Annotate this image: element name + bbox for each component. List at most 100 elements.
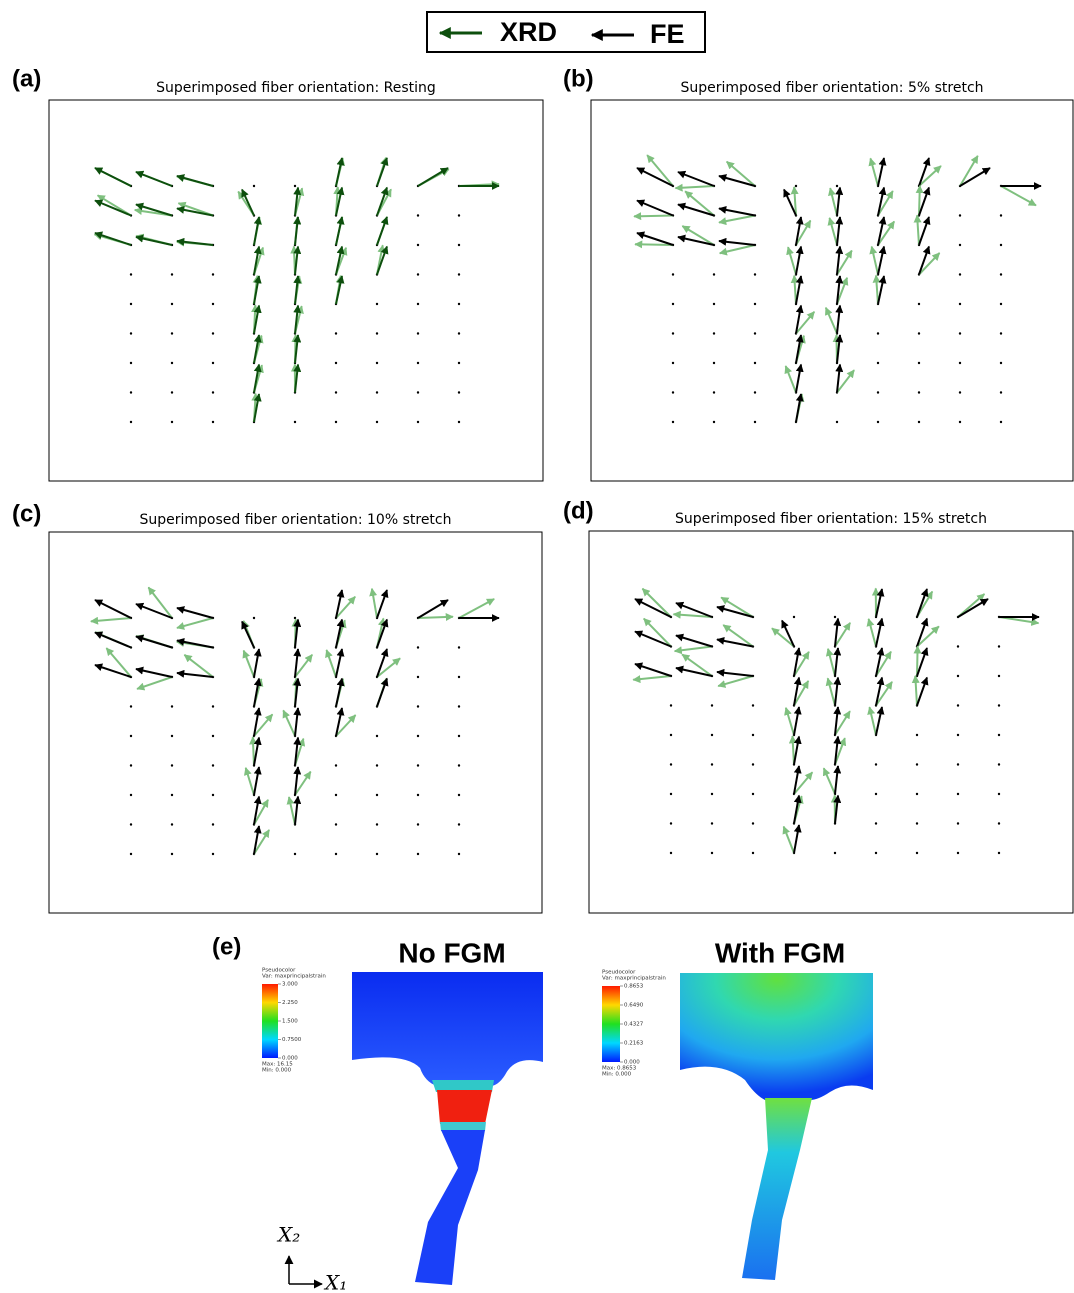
grid-dot bbox=[957, 675, 959, 677]
grid-dot bbox=[1000, 391, 1002, 393]
fe-arrow bbox=[876, 619, 882, 647]
fe-arrow bbox=[835, 678, 838, 706]
xrd-arrow-light bbox=[1001, 186, 1036, 205]
grid-dot bbox=[672, 273, 674, 275]
panel-title: Superimposed fiber orientation: 15% stre… bbox=[675, 511, 987, 527]
fe-arrow bbox=[635, 664, 671, 676]
axes-triad: X₂ X₁ bbox=[276, 1223, 347, 1293]
colorbar-bar bbox=[262, 984, 278, 1058]
xrd-arrow bbox=[95, 201, 131, 216]
colorbar-min: Min: 0.000 bbox=[602, 1072, 632, 1078]
fe-arrow bbox=[837, 217, 840, 245]
colorbar-tick-label: 0.6490 bbox=[624, 1003, 644, 1009]
grid-dot bbox=[834, 852, 836, 854]
grid-dot bbox=[754, 362, 756, 364]
grid-dot bbox=[294, 853, 296, 855]
grid-dot bbox=[376, 391, 378, 393]
grid-dot bbox=[417, 273, 419, 275]
grid-dot bbox=[458, 794, 460, 796]
grid-dot bbox=[998, 675, 1000, 677]
grid-dot bbox=[836, 421, 838, 423]
panel-label: (b) bbox=[563, 65, 594, 92]
grid-dot bbox=[877, 421, 879, 423]
xrd-arrow bbox=[95, 168, 131, 186]
grid-dot bbox=[713, 303, 715, 305]
model-title: No FGM bbox=[398, 937, 505, 968]
grid-dot bbox=[212, 332, 214, 334]
grid-dot bbox=[458, 214, 460, 216]
xrd-arrow-light bbox=[244, 651, 254, 677]
xrd-arrow-light bbox=[91, 618, 131, 621]
fe-arrow bbox=[794, 737, 799, 765]
fe-arrow bbox=[177, 641, 213, 648]
fe-mesh bbox=[742, 1098, 812, 1280]
fe-arrow bbox=[878, 247, 884, 275]
fe-arrow bbox=[377, 590, 387, 618]
xrd-arrow-light bbox=[786, 708, 794, 735]
grid-dot bbox=[793, 616, 795, 618]
grid-dot bbox=[130, 273, 132, 275]
fe-arrow bbox=[878, 158, 884, 186]
fe-arrow bbox=[254, 738, 259, 766]
grid-dot bbox=[130, 764, 132, 766]
grid-dot bbox=[376, 421, 378, 423]
grid-dot bbox=[1000, 303, 1002, 305]
fe-arrow bbox=[377, 679, 387, 707]
xrd-arrow-light bbox=[635, 244, 673, 245]
xrd-arrow bbox=[377, 217, 387, 245]
grid-dot bbox=[998, 734, 1000, 736]
grid-dot bbox=[458, 823, 460, 825]
plot-frame bbox=[589, 531, 1073, 913]
fe-arrow bbox=[637, 233, 673, 245]
grid-dot bbox=[875, 793, 877, 795]
grid-dot bbox=[458, 764, 460, 766]
xrd-arrow-light bbox=[869, 619, 876, 647]
fe-arrow bbox=[796, 276, 801, 304]
colorbar-tick-label: 2.250 bbox=[282, 1000, 298, 1006]
grid-dot bbox=[130, 853, 132, 855]
grid-dot bbox=[711, 763, 713, 765]
xrd-arrow-light bbox=[828, 678, 835, 705]
grid-dot bbox=[672, 332, 674, 334]
grid-dot bbox=[670, 763, 672, 765]
xrd-arrow-light bbox=[418, 617, 453, 618]
grid-dot bbox=[417, 676, 419, 678]
grid-dot bbox=[212, 794, 214, 796]
fe-arrow bbox=[719, 209, 755, 216]
grid-dot bbox=[417, 735, 419, 737]
grid-dot bbox=[711, 704, 713, 706]
grid-dot bbox=[376, 362, 378, 364]
grid-dot bbox=[1000, 273, 1002, 275]
xrd-arrow-light bbox=[876, 275, 878, 304]
grid-dot bbox=[130, 362, 132, 364]
grid-dot bbox=[1000, 362, 1002, 364]
xrd-arrow-light bbox=[675, 647, 712, 652]
fe-arrow bbox=[177, 608, 213, 618]
fe-arrow bbox=[717, 672, 753, 676]
fe-panel: (e) No FGM With FGM X₂ X₁ PseudocolorVar… bbox=[212, 933, 873, 1293]
xrd-arrow-light bbox=[828, 649, 835, 676]
xrd-arrow-light bbox=[917, 215, 919, 245]
grid-dot bbox=[417, 705, 419, 707]
grid-dot bbox=[376, 735, 378, 737]
grid-dot bbox=[959, 303, 961, 305]
plot-frame bbox=[591, 100, 1073, 481]
grid-dot bbox=[171, 823, 173, 825]
grid-dot bbox=[752, 704, 754, 706]
grid-dot bbox=[130, 391, 132, 393]
grid-dot bbox=[130, 823, 132, 825]
grid-dot bbox=[672, 391, 674, 393]
grid-dot bbox=[711, 852, 713, 854]
figure: XRD FE (e) No FGM With FGM X₂ X₁ Pseudoc… bbox=[0, 0, 1074, 1293]
grid-dot bbox=[1000, 214, 1002, 216]
grid-dot bbox=[957, 704, 959, 706]
grid-dot bbox=[875, 852, 877, 854]
xrd-arrow bbox=[95, 233, 131, 245]
grid-dot bbox=[957, 852, 959, 854]
grid-dot bbox=[171, 362, 173, 364]
grid-dot bbox=[212, 273, 214, 275]
panel-label: (d) bbox=[563, 497, 594, 524]
grid-dot bbox=[130, 705, 132, 707]
grid-dot bbox=[458, 273, 460, 275]
fe-arrow bbox=[917, 678, 927, 706]
